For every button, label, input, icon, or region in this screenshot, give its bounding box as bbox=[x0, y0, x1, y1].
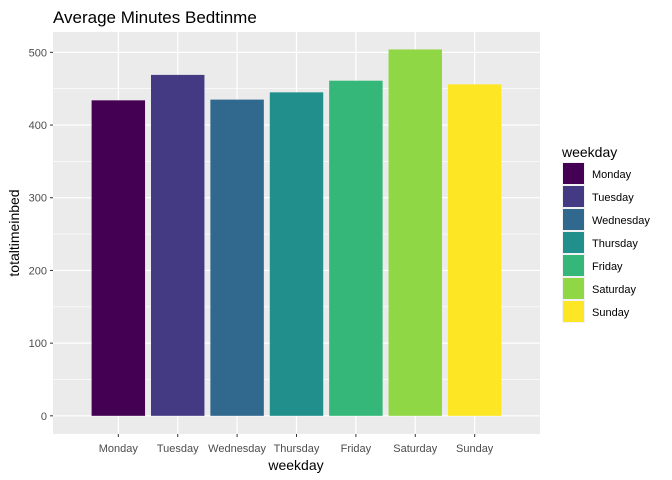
bar-tuesday bbox=[150, 74, 205, 416]
legend-label: Tuesday bbox=[592, 192, 634, 204]
y-tick-label: 100 bbox=[29, 338, 47, 350]
x-tick-label: Tuesday bbox=[157, 443, 199, 455]
y-axis-title: totaltimeinbed bbox=[6, 189, 22, 276]
legend-swatch-saturday bbox=[563, 278, 584, 299]
legend-label: Wednesday bbox=[592, 215, 650, 227]
legend-label: Saturday bbox=[592, 284, 637, 296]
legend-label: Sunday bbox=[592, 307, 630, 319]
bar-friday bbox=[329, 80, 383, 416]
x-axis-ticks: Monday Tuesday Wednesday Thursday Friday Satu… bbox=[99, 434, 494, 455]
y-axis-ticks: 0 100 200 300 400 500 bbox=[29, 47, 53, 423]
legend-title: weekday bbox=[561, 144, 617, 160]
bar-sunday bbox=[447, 84, 502, 416]
legend-swatch-wednesday bbox=[563, 209, 584, 230]
bar-saturday bbox=[388, 49, 443, 416]
y-tick-label: 400 bbox=[29, 120, 47, 132]
x-tick-label: Monday bbox=[99, 443, 139, 455]
legend-swatch-sunday bbox=[563, 301, 584, 322]
bar-thursday bbox=[269, 92, 324, 416]
bar-monday bbox=[91, 100, 146, 416]
x-tick-label: Wednesday bbox=[208, 443, 266, 455]
bars bbox=[91, 49, 502, 416]
y-tick-label: 300 bbox=[29, 193, 47, 205]
y-tick-label: 200 bbox=[29, 265, 47, 277]
legend-label: Friday bbox=[592, 261, 623, 273]
x-tick-label: Sunday bbox=[456, 443, 494, 455]
x-tick-label: Friday bbox=[341, 443, 372, 455]
bar-wednesday bbox=[210, 99, 264, 416]
y-tick-label: 500 bbox=[29, 47, 47, 59]
legend-swatch-tuesday bbox=[563, 186, 584, 207]
y-tick-label: 0 bbox=[41, 411, 47, 423]
legend-swatch-monday bbox=[563, 163, 584, 184]
x-tick-label: Thursday bbox=[274, 443, 320, 455]
x-tick-label: Saturday bbox=[393, 443, 438, 455]
x-axis-title: weekday bbox=[267, 457, 323, 473]
legend: weekday Monday Tuesday Wednesday Thursday Fr… bbox=[561, 144, 650, 323]
legend-label: Thursday bbox=[592, 238, 638, 250]
chart-title: Average Minutes Bedtinme bbox=[53, 8, 257, 27]
legend-swatch-friday bbox=[563, 255, 584, 276]
legend-swatch-thursday bbox=[563, 232, 584, 253]
legend-label: Monday bbox=[592, 169, 632, 181]
